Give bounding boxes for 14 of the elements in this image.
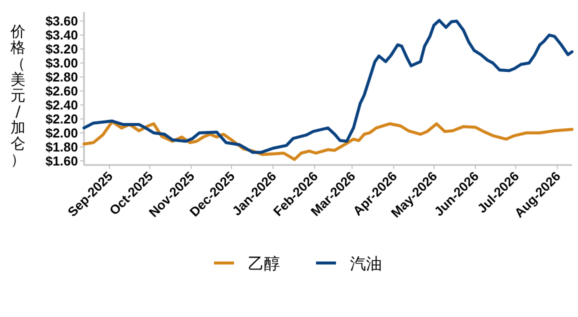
y-tick-label: $3.40 [45, 28, 78, 43]
y-tick-label: $2.40 [45, 97, 78, 112]
y-tick-label: $2.60 [45, 83, 78, 98]
text: 价格（美元/加仑） [10, 22, 26, 168]
y-tick-label: $2.00 [45, 125, 78, 140]
y-tick-label: $2.20 [45, 111, 78, 126]
y-tick-label: $3.00 [45, 56, 78, 70]
y-tick-label: $1.80 [45, 139, 78, 154]
legend-label: 乙醇 [248, 254, 280, 273]
y-tick-label: $3.20 [45, 42, 78, 57]
y-tick-label: $1.60 [45, 153, 78, 168]
legend-label: 汽油 [350, 254, 382, 273]
y-tick-label: $3.60 [45, 14, 78, 29]
y-tick-label: $2.80 [45, 69, 78, 84]
